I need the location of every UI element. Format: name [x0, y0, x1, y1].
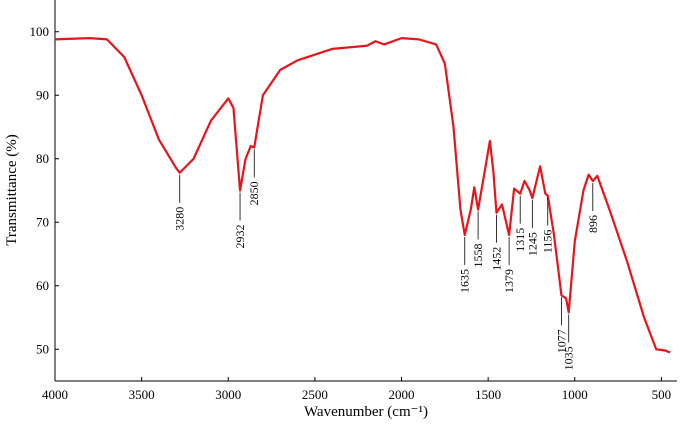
x-axis-label: Wavenumber (cm⁻¹): [304, 404, 428, 420]
y-axis-label: Transmittance (%): [4, 134, 20, 246]
y-tick-label: 70: [36, 214, 49, 229]
x-tick-label: 4000: [42, 387, 68, 402]
peak-label: 1077: [554, 329, 568, 353]
x-tick-label: 1000: [562, 387, 588, 402]
peak-label: 1635: [458, 269, 472, 293]
y-tick-label: 60: [36, 278, 49, 293]
peak-label: 2932: [233, 224, 247, 248]
x-tick-label: 3000: [215, 387, 241, 402]
y-tick-label: 100: [30, 24, 50, 39]
spectrum-line: [54, 37, 671, 354]
x-tick-label: 3500: [129, 387, 155, 402]
peak-label: 3280: [173, 207, 187, 231]
x-tick-label: 2500: [302, 387, 328, 402]
peak-label: 1379: [502, 269, 516, 293]
x-tick-label: 2000: [389, 387, 415, 402]
y-tick-label: 80: [36, 151, 49, 166]
x-tick-label: 500: [652, 387, 672, 402]
peak-label: 1035: [562, 346, 576, 370]
peak-label: 2850: [247, 181, 261, 205]
peak-label: 1156: [541, 230, 555, 254]
peak-label: 1452: [489, 247, 503, 271]
peak-label: 1315: [513, 228, 527, 252]
y-tick-label: 90: [36, 87, 49, 102]
peak-label: 1558: [471, 244, 485, 268]
y-tick-label: 50: [36, 341, 49, 356]
peak-label: 896: [586, 215, 600, 233]
peak-label: 1245: [525, 232, 539, 256]
x-tick-label: 1500: [475, 387, 501, 402]
